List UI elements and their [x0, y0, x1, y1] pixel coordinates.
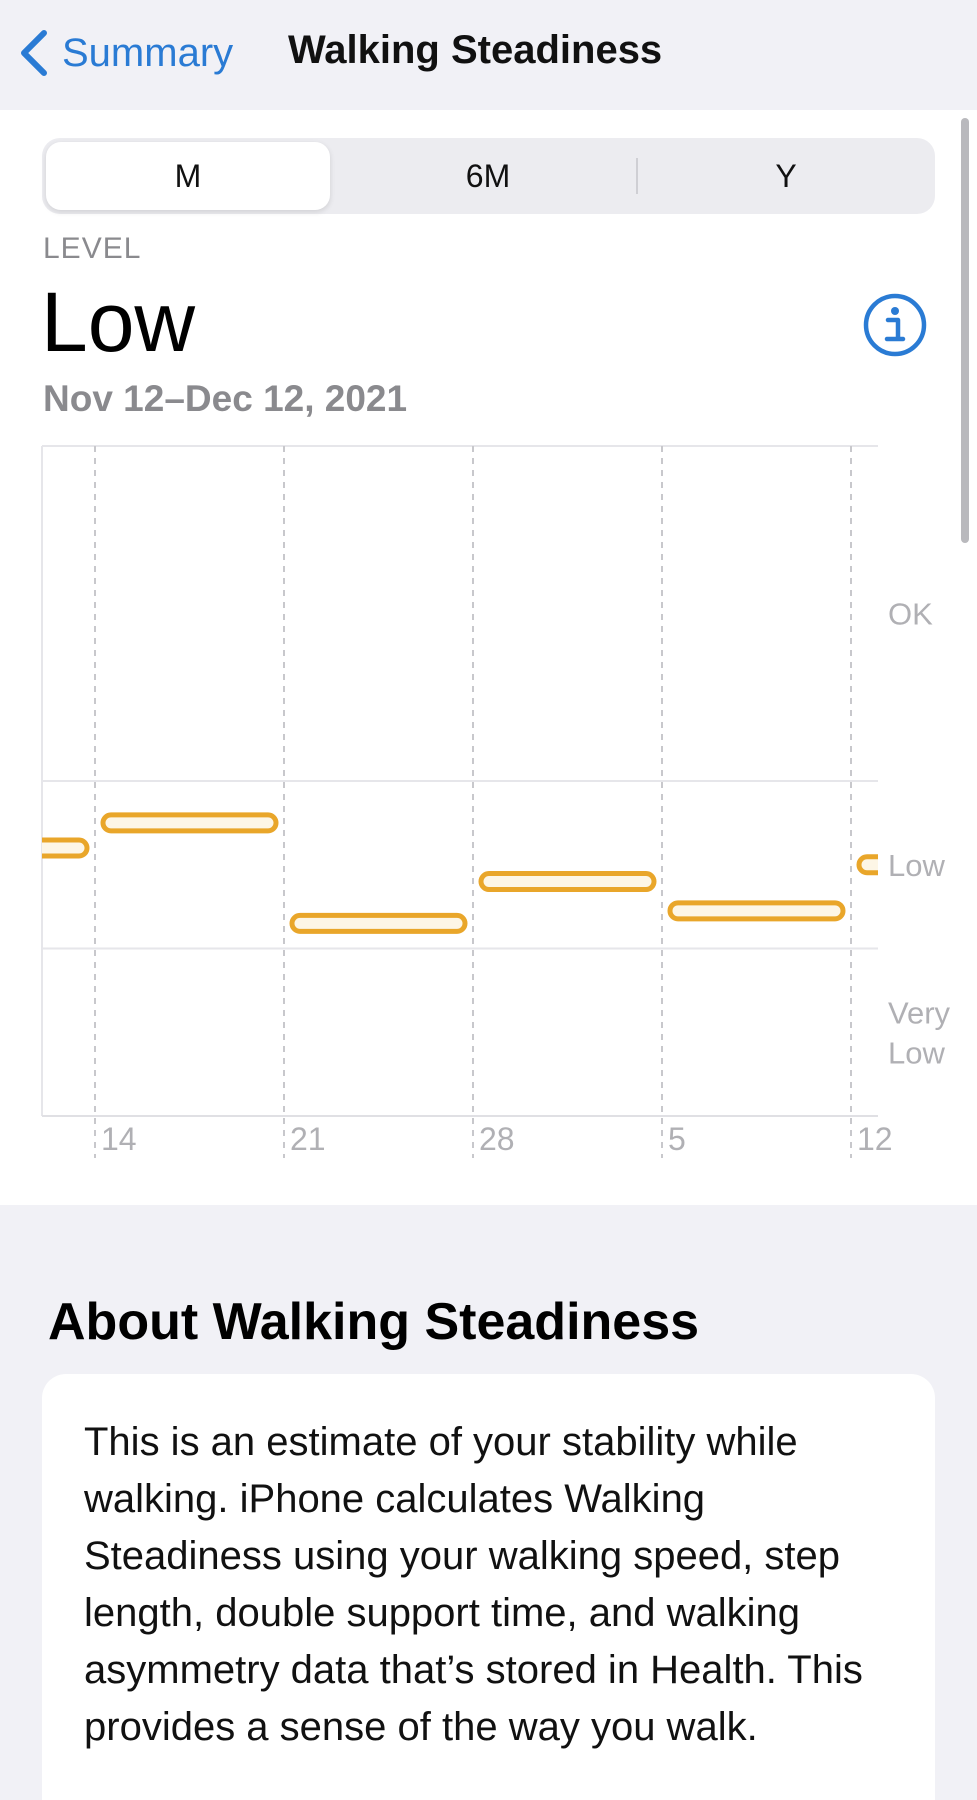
- segment-year-label: Y: [775, 157, 797, 194]
- back-button-label: Summary: [62, 30, 234, 75]
- band-label: OK: [888, 597, 933, 632]
- band-label: Low: [888, 848, 945, 883]
- band-label: Very Low: [888, 995, 951, 1070]
- x-tick-label: 5: [668, 1121, 686, 1157]
- segment-six-months[interactable]: 6M: [346, 142, 630, 210]
- time-range-segmented-control: M 6M Y: [42, 138, 935, 214]
- segment-month-label: M: [174, 157, 202, 194]
- week-bar: [478, 871, 657, 892]
- segment-month[interactable]: M: [46, 142, 330, 210]
- segment-six-months-label: 6M: [465, 157, 511, 194]
- week-bar: [856, 854, 878, 876]
- navigation-bar: Summary Walking Steadiness: [0, 0, 977, 110]
- x-tick-label: 21: [290, 1121, 326, 1157]
- back-button[interactable]: Summary: [20, 20, 233, 86]
- segment-year[interactable]: Y: [644, 142, 928, 210]
- info-button[interactable]: [862, 292, 928, 358]
- x-tick-label: 14: [101, 1121, 137, 1157]
- level-label: LEVEL: [43, 232, 142, 265]
- level-value: Low: [41, 275, 196, 369]
- scrollbar[interactable]: [961, 118, 969, 543]
- x-tick-label: 28: [479, 1121, 515, 1157]
- week-bar: [100, 812, 279, 834]
- about-text: This is an estimate of your stability wh…: [84, 1420, 863, 1749]
- week-bar: [667, 900, 846, 922]
- steadiness-chart: 14 21 28 5 12 OK Very Low Low: [41, 445, 951, 1158]
- segment-divider: [636, 158, 638, 194]
- chart-panel: [0, 110, 977, 1205]
- x-tick-label: 12: [857, 1121, 893, 1157]
- info-icon: [863, 293, 927, 357]
- page-title: Walking Steadiness: [288, 28, 663, 72]
- week-bar: [289, 912, 468, 934]
- about-card: This is an estimate of your stability wh…: [42, 1374, 935, 1800]
- date-range: Nov 12–Dec 12, 2021: [43, 378, 408, 419]
- about-section-title: About Walking Steadiness: [48, 1293, 700, 1351]
- week-bar: [42, 837, 90, 859]
- chevron-left-icon: [21, 30, 47, 76]
